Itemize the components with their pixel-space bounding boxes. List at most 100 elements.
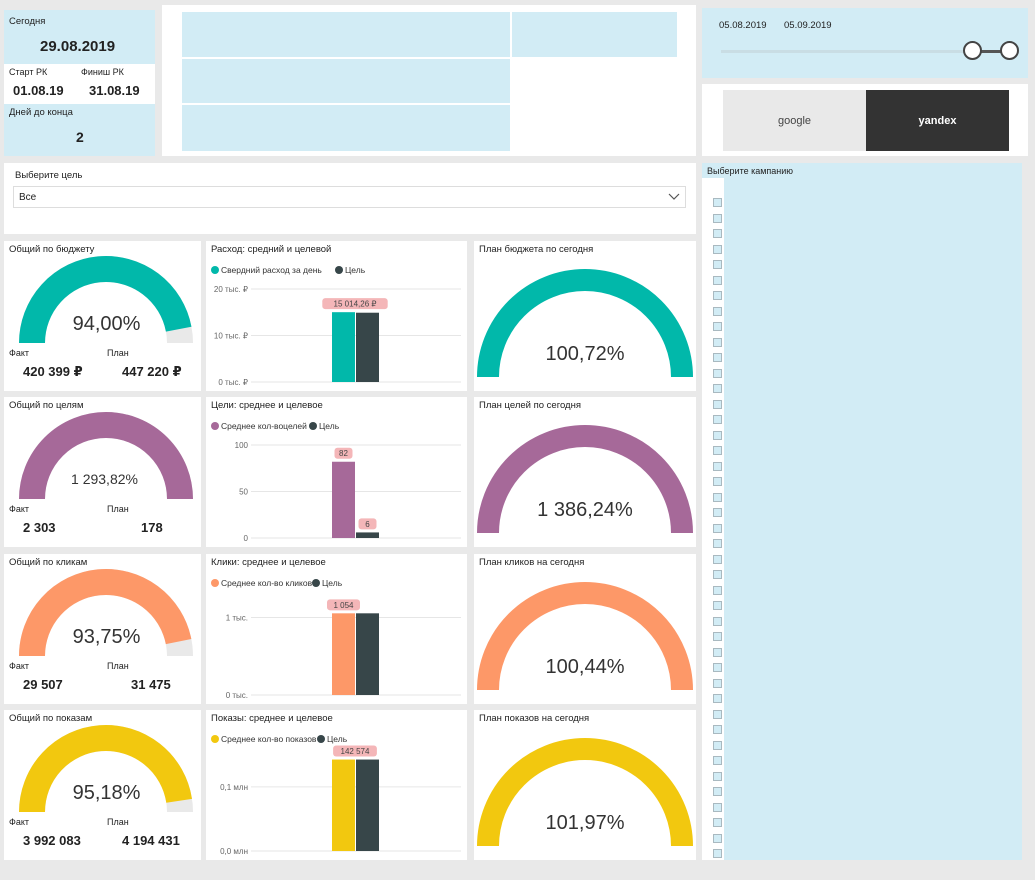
campaign-checkbox[interactable] [713, 353, 722, 362]
campaign-checkbox[interactable] [713, 818, 722, 827]
campaign-checkbox[interactable] [713, 585, 722, 595]
source-google-button[interactable]: google [723, 90, 866, 151]
chart-title: Цели: среднее и целевое [211, 400, 323, 411]
gauge-title: Общий по целям [9, 400, 84, 411]
campaign-checkbox[interactable] [713, 430, 722, 440]
slider-end-handle[interactable] [1000, 41, 1019, 60]
plan-gauge-title: План кликов на сегодня [479, 557, 585, 568]
campaign-checkbox[interactable] [713, 787, 722, 796]
start-value: 01.08.19 [13, 83, 64, 98]
campaign-checkbox[interactable] [713, 244, 722, 254]
legend-marker-average [211, 422, 219, 430]
gauge-value-arc [19, 569, 192, 657]
campaign-checkbox[interactable] [713, 756, 722, 765]
data-label-bg [358, 518, 377, 530]
plan-gauge-value: 101,97% [545, 812, 625, 834]
gauge-chart [19, 256, 193, 344]
table-cell [182, 12, 510, 57]
fact-label: Факт [9, 661, 30, 671]
bar-target [356, 613, 379, 695]
campaign-checkbox[interactable] [713, 461, 722, 471]
gauge-value: 1 293,82% [71, 471, 138, 487]
legend-marker-target [317, 735, 325, 743]
campaign-checkbox[interactable] [713, 384, 722, 393]
campaign-checkbox[interactable] [713, 771, 722, 781]
gauge-value-arc [477, 582, 693, 691]
source-yandex-button[interactable]: yandex [866, 90, 1009, 151]
campaign-checkbox[interactable] [713, 415, 722, 424]
campaign-checkbox[interactable] [713, 275, 722, 285]
campaign-checkbox[interactable] [713, 213, 722, 223]
gauge-value-arc [19, 725, 193, 813]
campaign-checkbox[interactable] [713, 632, 722, 641]
slider-start-handle[interactable] [963, 41, 982, 60]
campaign-checkbox[interactable] [713, 337, 722, 347]
campaign-checkbox[interactable] [713, 694, 722, 703]
data-label-bg [327, 599, 360, 611]
bar-average [332, 613, 355, 695]
date-range-start[interactable]: 05.08.2019 [719, 20, 767, 31]
fact-label: Факт [9, 817, 30, 827]
campaign-checkbox[interactable] [713, 663, 722, 672]
campaign-checkbox[interactable] [713, 260, 722, 269]
campaign-checkbox[interactable] [713, 368, 722, 378]
legend-marker-target [312, 579, 320, 587]
data-label-bg [334, 447, 353, 459]
campaign-checkbox[interactable] [713, 601, 722, 610]
y-tick-label: 0 тыс. ₽ [218, 378, 248, 387]
campaign-checkbox[interactable] [713, 616, 722, 626]
chart-title: Клики: среднее и целевое [211, 557, 326, 568]
date-range-end[interactable]: 05.09.2019 [784, 20, 832, 31]
plan-label: План [107, 504, 129, 514]
plan-gauge-chart [477, 738, 693, 847]
campaign-checkbox[interactable] [713, 539, 722, 548]
campaign-checkbox[interactable] [713, 647, 722, 657]
goal-filter-label: Выберите цель [15, 170, 83, 181]
campaign-checkbox[interactable] [713, 740, 722, 750]
campaign-checkbox[interactable] [713, 709, 722, 719]
campaign-checkbox[interactable] [713, 725, 722, 734]
finish-label: Финиш РК [81, 67, 124, 77]
campaign-checkbox[interactable] [713, 833, 722, 843]
legend-marker-target [335, 266, 343, 274]
data-label: 82 [339, 449, 348, 458]
campaign-checkbox[interactable] [713, 678, 722, 688]
campaign-checkbox[interactable] [713, 802, 722, 812]
gauge-chart [19, 569, 193, 657]
campaign-checkbox[interactable] [713, 570, 722, 579]
bar-target [356, 532, 379, 538]
days-left-value: 2 [76, 129, 84, 145]
fact-label: Факт [9, 504, 30, 514]
plan-gauge-title: План целей по сегодня [479, 400, 581, 411]
slider-track[interactable] [721, 50, 1009, 53]
campaign-checkbox[interactable] [713, 523, 722, 533]
campaign-checkbox[interactable] [713, 477, 722, 486]
bar-chart: 0 тыс. 1 тыс. 1 054 Среднее кол-во кликов Це… [211, 578, 461, 700]
campaign-checkbox[interactable] [713, 492, 722, 502]
plan-value: 31 475 [131, 677, 171, 692]
campaign-checkbox[interactable] [713, 322, 722, 331]
kpi-dates-row [4, 64, 155, 104]
data-label-bg [333, 745, 377, 757]
campaign-checkbox[interactable] [713, 849, 722, 858]
campaign-checkbox[interactable] [713, 446, 722, 455]
campaign-checkbox[interactable] [713, 554, 722, 564]
legend-target-label: Цель [345, 265, 366, 275]
plan-label: План [107, 817, 129, 827]
bar-chart: 0 тыс. ₽ 10 тыс. ₽ 20 тыс. ₽ 15 014,26 ₽ Све… [211, 265, 461, 387]
y-tick-label: 100 [235, 441, 249, 450]
bar-chart: 0 50 100 82 6 Среднее кол-воцелей Цель [211, 421, 461, 543]
campaign-checkbox[interactable] [713, 291, 722, 300]
goal-filter-select[interactable]: Все [13, 186, 686, 208]
campaign-checkbox[interactable] [713, 399, 722, 409]
campaign-list-gutter [702, 178, 724, 860]
campaign-checkbox[interactable] [713, 229, 722, 238]
campaign-checkbox[interactable] [713, 198, 722, 207]
bar-average [332, 461, 355, 538]
legend-average-label: Среднее кол-во кликов [221, 578, 313, 588]
y-tick-label: 10 тыс. ₽ [214, 332, 248, 341]
bar-average [332, 312, 355, 382]
campaign-checkbox[interactable] [713, 508, 722, 517]
bar-target [356, 759, 379, 851]
campaign-checkbox[interactable] [713, 306, 722, 316]
